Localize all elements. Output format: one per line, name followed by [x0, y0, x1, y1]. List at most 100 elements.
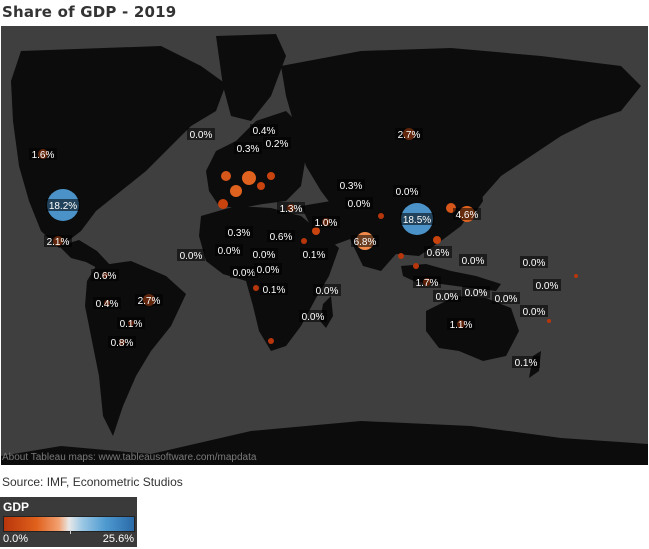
gdp-label-text: 0.0% [396, 187, 419, 198]
gdp-label-text: 0.0% [302, 312, 325, 323]
gdp-label-text: 1.1% [450, 320, 473, 331]
gdp-label-text: 0.0% [316, 286, 339, 297]
gdp-label-text: 0.0% [436, 292, 459, 303]
gdp-label-text: 2.1% [47, 237, 70, 248]
gdp-value-label: 0.6% [424, 246, 452, 259]
gdp-label-text: 0.4% [96, 299, 119, 310]
gdp-label-text: 0.0% [233, 268, 256, 279]
gdp-value-label: 0.6% [91, 269, 119, 282]
color-legend: GDP 0.0% 25.6% [0, 497, 137, 547]
gdp-value-label: 0.2% [263, 137, 291, 150]
gdp-label-text: 1.7% [416, 278, 439, 289]
germany-bubble [242, 171, 256, 185]
gdp-value-label: 0.0% [462, 286, 490, 299]
gdp-value-label: 1.1% [447, 318, 475, 331]
gdp-label-text: 0.3% [340, 181, 363, 192]
gdp-value-label: 1.6% [29, 148, 57, 161]
gdp-value-label: 0.1% [117, 317, 145, 330]
gdp-value-label: 0.3% [234, 142, 262, 155]
gdp-value-label: 1.7% [413, 276, 441, 289]
gdp-label-text: 0.0% [180, 251, 203, 262]
map-area[interactable]: 18.2% 18.5% 6.8% 4.6% 2.7% 2.7% 2.1% 1.6% 1.3% 1.… [1, 26, 648, 465]
gdp-value-label: 0.4% [250, 124, 278, 137]
uk-bubble [221, 171, 231, 181]
gdp-label-text: 1.3% [280, 204, 303, 215]
gdp-label-text: 18.5% [403, 215, 431, 226]
gdp-value-label: 2.7% [135, 294, 163, 307]
gdp-value-label: 4.6% [453, 208, 481, 221]
gdp-label-text: 0.3% [237, 144, 260, 155]
gdp-value-label: 0.0% [313, 284, 341, 297]
gdp-label-text: 0.0% [253, 250, 276, 261]
gdp-label-text: 0.1% [120, 319, 143, 330]
gdp-value-label: 2.1% [44, 235, 72, 248]
gdp-label-text: 6.8% [354, 237, 377, 248]
gdp-value-label: 18.2% [46, 199, 80, 212]
gdp-value-label: 0.1% [260, 283, 288, 296]
gdp-value-label: 0.4% [93, 297, 121, 310]
gdp-label-text: 0.6% [427, 248, 450, 259]
gdp-value-label: 0.1% [512, 356, 540, 369]
gdp-label-text: 0.0% [218, 246, 241, 257]
gdp-label-text: 0.0% [523, 258, 546, 269]
gdp-label-text: 0.3% [228, 228, 251, 239]
legend-max-label: 25.6% [102, 533, 134, 545]
chart-title: Share of GDP - 2019 [2, 3, 177, 21]
gdp-label-text: 0.0% [462, 256, 485, 267]
gdp-value-label: 0.3% [225, 226, 253, 239]
legend-tick [70, 530, 71, 534]
world-map: 18.2% 18.5% 6.8% 4.6% 2.7% 2.7% 2.1% 1.6% 1.3% 1.… [1, 26, 648, 465]
gdp-value-label: 0.1% [300, 248, 328, 261]
gdp-value-label: 0.8% [108, 336, 136, 349]
gdp-label-text: 2.7% [398, 130, 421, 141]
value-labels: 18.2% 18.5% 6.8% 4.6% 2.7% 2.7% 2.1% 1.6% 1.3% 1.… [29, 124, 561, 369]
gdp-value-label: 0.0% [492, 292, 520, 305]
gdp-value-label: 6.8% [351, 235, 379, 248]
gdp-value-label: 0.0% [345, 197, 373, 210]
gdp-label-text: 4.6% [456, 210, 479, 221]
gdp-label-text: 18.2% [49, 201, 77, 212]
map-attribution[interactable]: About Tableau maps: www.tableausoftware.… [2, 452, 257, 463]
gdp-label-text: 0.0% [465, 288, 488, 299]
gdp-label-text: 0.0% [523, 307, 546, 318]
gdp-label-text: 0.0% [495, 294, 518, 305]
gdp-value-label: 18.5% [400, 213, 434, 226]
gdp-value-label: 2.7% [395, 128, 423, 141]
gdp-value-label: 1.3% [277, 202, 305, 215]
france-bubble [230, 185, 242, 197]
gdp-value-label: 0.0% [187, 128, 215, 141]
gdp-label-text: 0.0% [257, 265, 280, 276]
gdp-value-label: 0.0% [433, 290, 461, 303]
gdp-label-text: 0.8% [111, 338, 134, 349]
legend-min-label: 0.0% [3, 533, 29, 545]
gdp-label-text: 0.0% [348, 199, 371, 210]
gdp-value-label: 0.0% [177, 249, 205, 262]
gdp-value-label: 0.0% [459, 254, 487, 267]
gdp-value-label: 0.0% [299, 310, 327, 323]
gdp-label-text: 0.0% [536, 281, 559, 292]
gdp-label-text: 2.7% [138, 296, 161, 307]
source-note: Source: IMF, Econometric Studios [2, 475, 183, 489]
gdp-label-text: 0.2% [266, 139, 289, 150]
gdp-label-text: 0.6% [270, 232, 293, 243]
gdp-value-label: 0.0% [520, 305, 548, 318]
gdp-label-text: 1.6% [32, 150, 55, 161]
gdp-value-label: 1.0% [312, 216, 340, 229]
gdp-label-text: 0.4% [253, 126, 276, 137]
gdp-label-text: 0.1% [263, 285, 286, 296]
gdp-value-label: 0.6% [267, 230, 295, 243]
gdp-value-label: 0.0% [215, 244, 243, 257]
gdp-value-label: 0.0% [254, 263, 282, 276]
gdp-value-label: 0.3% [337, 179, 365, 192]
gdp-value-label: 0.0% [230, 266, 258, 279]
gdp-value-label: 0.0% [533, 279, 561, 292]
gdp-value-label: 0.0% [250, 248, 278, 261]
gdp-label-text: 0.1% [515, 358, 538, 369]
legend-title: GDP [3, 500, 30, 514]
gdp-value-label: 0.0% [393, 185, 421, 198]
gdp-value-label: 0.0% [520, 256, 548, 269]
legend-gradient [3, 516, 135, 532]
gdp-label-text: 0.1% [303, 250, 326, 261]
gdp-label-text: 0.0% [190, 130, 213, 141]
gdp-label-text: 0.6% [94, 271, 117, 282]
